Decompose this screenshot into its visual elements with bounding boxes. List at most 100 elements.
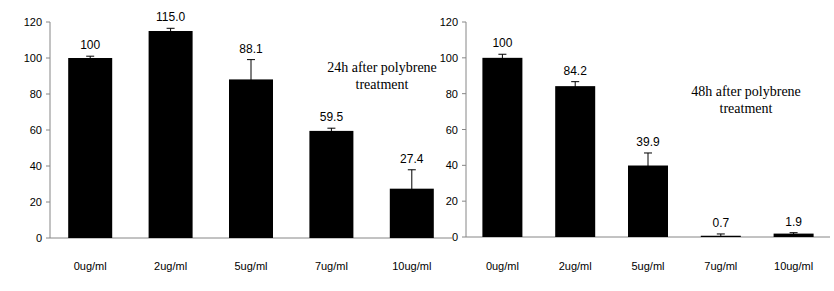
- y-tick-label: 80: [30, 88, 42, 100]
- error-bar: [498, 54, 506, 61]
- error-cap: [167, 33, 175, 34]
- bar: [229, 79, 273, 238]
- x-tick-label: 10ug/ml: [392, 260, 431, 272]
- bar: [309, 131, 353, 238]
- y-tick: [46, 202, 50, 203]
- annotation: treatment: [356, 77, 409, 92]
- error-cap: [408, 169, 416, 170]
- y-tick-label: 40: [446, 159, 458, 171]
- y-tick-label: 40: [30, 160, 42, 172]
- data-label: 0.7: [712, 216, 729, 230]
- x-tick-label: 2ug/ml: [154, 260, 187, 272]
- y-tick-label: 60: [30, 124, 42, 136]
- error-cap: [790, 232, 798, 233]
- data-label: 84.2: [564, 64, 588, 78]
- error-bar: [408, 170, 416, 208]
- data-label: 59.5: [320, 110, 344, 124]
- y-tick: [462, 129, 466, 130]
- error-stem: [502, 54, 503, 61]
- error-cap: [86, 56, 94, 57]
- chart: 0 20 40 60 80 100 120 100 115.0 88.1 59.5 27.4 0ug/m…: [24, 10, 452, 272]
- x-tick-label: 7ug/ml: [704, 260, 737, 272]
- error-cap: [86, 59, 94, 60]
- y-tick: [462, 57, 466, 58]
- data-label: 27.4: [400, 152, 424, 166]
- bar: [68, 58, 112, 238]
- x-tick-label: 10ug/ml: [774, 260, 813, 272]
- data-label: 1.9: [785, 215, 802, 229]
- annotation: treatment: [720, 101, 773, 116]
- error-stem: [251, 60, 252, 100]
- error-cap: [498, 54, 506, 55]
- error-cap: [644, 178, 652, 179]
- marks: [482, 54, 813, 237]
- error-cap: [717, 233, 725, 234]
- y-tick-label: 0: [452, 231, 458, 243]
- y-tick-label: 100: [24, 52, 42, 64]
- error-bar: [790, 233, 798, 235]
- y-tick-label: 20: [446, 195, 458, 207]
- y-tick: [462, 165, 466, 166]
- y-tick-label: 80: [446, 88, 458, 100]
- bar: [774, 234, 814, 237]
- x-tick-label: 2ug/ml: [559, 260, 592, 272]
- y-tick-label: 0: [36, 232, 42, 244]
- error-bar: [86, 56, 94, 60]
- error-bar: [327, 128, 335, 133]
- data-label: 88.1: [239, 42, 263, 56]
- y-tick: [462, 201, 466, 202]
- y-tick: [46, 166, 50, 167]
- y-tick-label: 120: [440, 16, 458, 28]
- error-cap: [167, 28, 175, 29]
- error-bar: [717, 234, 725, 237]
- data-label: 100: [492, 36, 512, 50]
- x-tick-label: 0ug/ml: [74, 260, 107, 272]
- x-tick-label: 5ug/ml: [631, 260, 664, 272]
- error-cap: [408, 207, 416, 208]
- error-cap: [571, 81, 579, 82]
- error-stem: [648, 153, 649, 178]
- figure: 0 20 40 60 80 100 120 100 115.0 88.1 59.5 27.4 0ug/m…: [0, 0, 834, 291]
- annotation: 48h after polybrene: [691, 84, 801, 99]
- error-stem: [90, 56, 91, 60]
- error-cap: [327, 133, 335, 134]
- data-label: 39.9: [636, 135, 660, 149]
- error-bar: [247, 60, 255, 100]
- error-stem: [575, 82, 576, 91]
- y-tick-label: 120: [24, 16, 42, 28]
- error-stem: [331, 128, 332, 133]
- x-tick-label: 0ug/ml: [486, 260, 519, 272]
- y-tick: [462, 22, 466, 23]
- error-bar: [644, 153, 652, 178]
- y-tick: [462, 93, 466, 94]
- annotation: 24h after polybrene: [327, 60, 437, 75]
- bar: [555, 86, 595, 237]
- error-stem: [411, 170, 412, 208]
- error-cap: [247, 99, 255, 100]
- error-cap: [327, 128, 335, 129]
- y-tick-label: 20: [30, 196, 42, 208]
- y-tick: [46, 238, 50, 239]
- y-tick: [46, 130, 50, 131]
- x-tick-label: 7ug/ml: [315, 260, 348, 272]
- bar: [149, 31, 193, 238]
- y-tick: [46, 22, 50, 23]
- y-tick: [462, 237, 466, 238]
- x-tick-label: 5ug/ml: [234, 260, 267, 272]
- error-cap: [247, 59, 255, 60]
- error-cap: [571, 90, 579, 91]
- data-label: 115.0: [156, 10, 185, 24]
- error-stem: [170, 28, 171, 33]
- error-bar: [571, 82, 579, 91]
- bar: [482, 58, 522, 237]
- y-tick: [46, 58, 50, 59]
- y-tick: [46, 94, 50, 95]
- y-tick-label: 100: [440, 52, 458, 64]
- data-label: 100: [80, 38, 100, 52]
- y-tick-label: 60: [446, 124, 458, 136]
- chart: 0 20 40 60 80 100 120 100 84.2 39.9 0.7 1.9 0ug/ml 2u…: [440, 16, 830, 272]
- error-cap: [644, 152, 652, 153]
- error-bar: [167, 28, 175, 33]
- error-cap: [790, 234, 798, 235]
- error-cap: [498, 61, 506, 62]
